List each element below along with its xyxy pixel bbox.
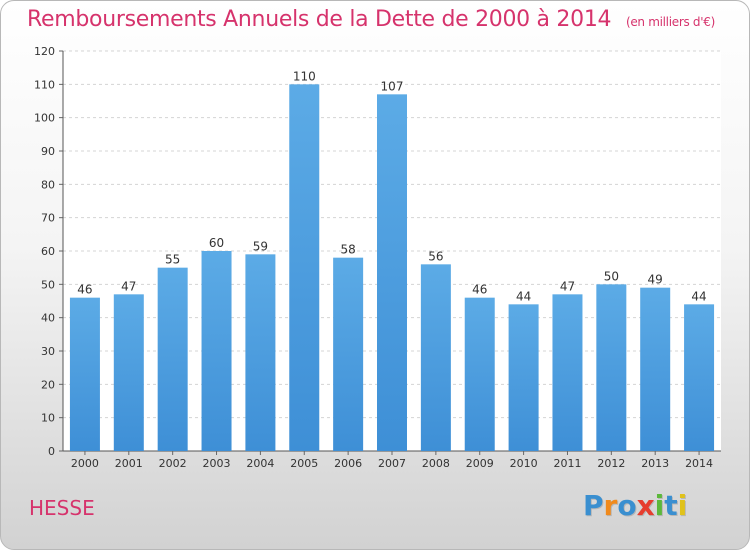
data-label: 47: [121, 279, 136, 293]
bar: [508, 304, 539, 451]
y-tick-label: 10: [41, 412, 55, 425]
y-tick-label: 80: [41, 178, 55, 191]
bar: [596, 284, 627, 451]
y-tick-label: 30: [41, 345, 55, 358]
bar: [684, 304, 715, 451]
data-label: 110: [293, 69, 316, 83]
bar: [420, 264, 451, 451]
y-tick-label: 100: [34, 112, 55, 125]
data-label: 44: [516, 289, 531, 303]
x-tick-label: 2008: [422, 457, 450, 470]
bar: [552, 294, 583, 451]
x-tick-label: 2010: [510, 457, 538, 470]
bar: [377, 94, 407, 451]
y-tick-label: 0: [48, 445, 55, 458]
x-tick-label: 2012: [597, 457, 625, 470]
y-tick-label: 120: [34, 45, 55, 58]
y-tick-label: 50: [41, 278, 55, 291]
data-label: 49: [648, 273, 663, 287]
logo-letter: x: [636, 489, 655, 522]
x-tick-label: 2004: [246, 457, 274, 470]
x-tick-label: 2003: [203, 457, 231, 470]
data-label: 58: [340, 243, 355, 257]
x-tick-label: 2014: [685, 457, 713, 470]
data-label: 60: [209, 236, 224, 250]
x-tick-label: 2007: [378, 457, 406, 470]
y-tick-label: 110: [34, 78, 55, 91]
chart-title: Remboursements Annuels de la Dette de 20…: [27, 7, 715, 32]
bar: [157, 267, 188, 451]
y-tick-label: 90: [41, 145, 55, 158]
x-tick-label: 2000: [71, 457, 99, 470]
y-tick-label: 60: [41, 245, 55, 258]
logo-letter: P: [583, 489, 604, 522]
data-label: 107: [381, 79, 404, 93]
logo-letter: i: [654, 489, 665, 522]
logo-letter: o: [617, 489, 637, 522]
y-tick-label: 20: [41, 378, 55, 391]
x-tick-label: 2013: [641, 457, 669, 470]
y-tick-label: 40: [41, 312, 55, 325]
proxiti-logo: Proxiti: [583, 489, 687, 522]
bar: [113, 294, 144, 451]
x-tick-label: 2006: [334, 457, 362, 470]
y-tick-label: 70: [41, 212, 55, 225]
bar: [69, 297, 100, 451]
data-label: 47: [560, 279, 575, 293]
logo-letter: i: [677, 489, 688, 522]
data-label: 46: [472, 283, 487, 297]
data-label: 50: [604, 269, 619, 283]
x-tick-label: 2005: [290, 457, 318, 470]
bar: [245, 254, 276, 451]
bar: [289, 84, 320, 451]
data-label: 46: [77, 283, 92, 297]
bar: [640, 287, 671, 451]
x-tick-label: 2002: [159, 457, 187, 470]
logo-letter: r: [603, 489, 618, 522]
data-label: 59: [253, 239, 268, 253]
data-label: 55: [165, 253, 180, 267]
chart-subtitle: (en milliers d'€): [625, 15, 715, 29]
x-tick-label: 2011: [553, 457, 581, 470]
chart-title-text: Remboursements Annuels de la Dette de 20…: [27, 7, 612, 32]
logo-letter: t: [664, 489, 678, 522]
bar: [201, 251, 232, 451]
bar: [333, 257, 364, 451]
data-label: 56: [428, 249, 443, 263]
data-label: 44: [691, 289, 706, 303]
commune-name: HESSE: [29, 496, 95, 520]
bar: [464, 297, 495, 451]
x-tick-label: 2001: [115, 457, 143, 470]
x-tick-label: 2009: [466, 457, 494, 470]
